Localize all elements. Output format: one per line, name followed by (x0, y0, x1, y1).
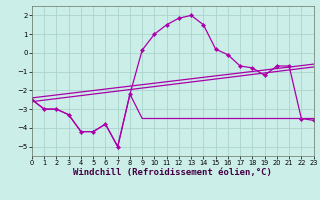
X-axis label: Windchill (Refroidissement éolien,°C): Windchill (Refroidissement éolien,°C) (73, 168, 272, 177)
